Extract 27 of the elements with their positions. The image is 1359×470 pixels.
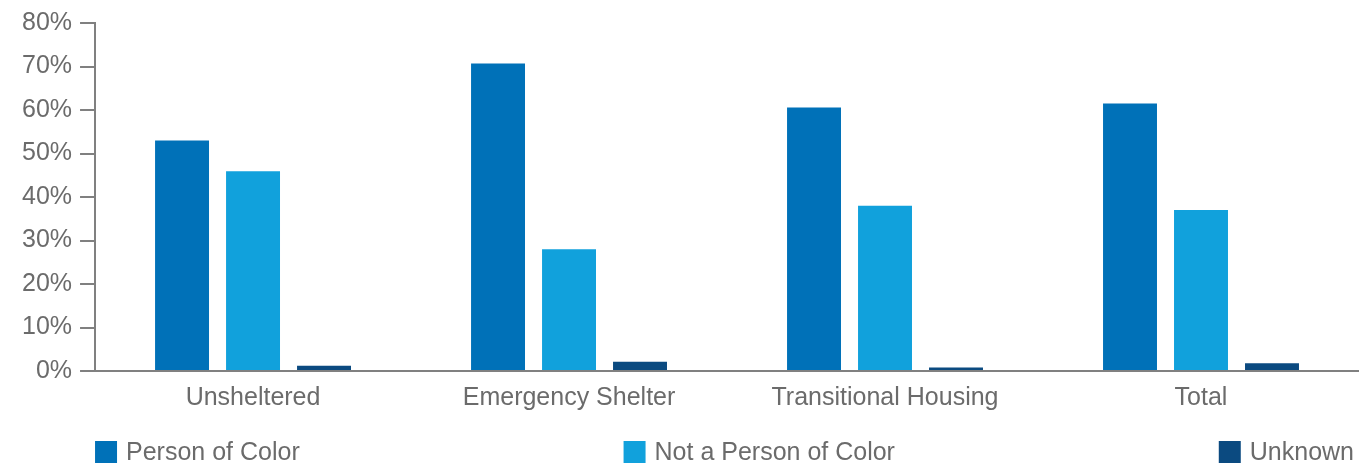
y-tick-label: 0% <box>35 354 73 383</box>
bar <box>471 63 526 370</box>
y-tick-label: 10% <box>21 311 73 340</box>
y-tick-label: 80% <box>21 6 73 35</box>
y-tick-label: 60% <box>21 93 73 122</box>
legend-label: Unknown <box>1249 436 1355 465</box>
bar <box>1174 210 1228 370</box>
y-tick-label: 40% <box>21 180 73 209</box>
legend-label: Not a Person of Color <box>654 436 895 465</box>
y-tick-label: 30% <box>21 224 73 253</box>
x-tick-label: Emergency Shelter <box>462 381 676 410</box>
y-tick-label: 20% <box>21 267 73 296</box>
bar <box>613 361 667 370</box>
bar <box>155 140 210 370</box>
bar <box>1245 363 1299 370</box>
bar <box>297 365 351 370</box>
y-tick-label: 50% <box>21 137 73 166</box>
x-tick-label: Transitional Housing <box>771 381 999 410</box>
bar <box>542 249 596 370</box>
bar <box>1103 103 1157 370</box>
legend-label: Person of Color <box>126 436 300 465</box>
x-tick-label: Total <box>1174 381 1228 410</box>
bar <box>858 205 912 370</box>
y-tick-label: 70% <box>21 50 73 79</box>
bar <box>226 171 281 370</box>
bar <box>787 107 841 370</box>
x-tick-label: Unsheltered <box>185 381 321 410</box>
